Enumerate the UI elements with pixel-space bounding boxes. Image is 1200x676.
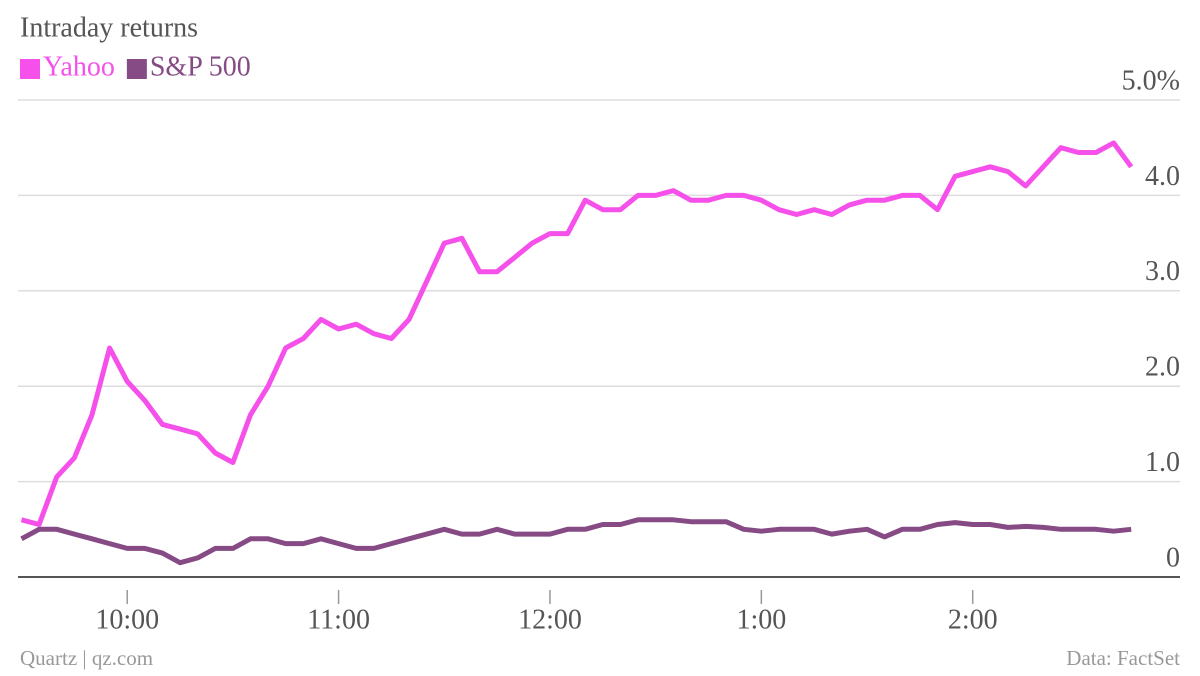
series-line (20, 517, 1132, 566)
x-tick-label: 11:00 (307, 604, 370, 635)
y-tick-label: 0 (1166, 542, 1180, 573)
source: Quartz | qz.com (20, 646, 153, 670)
series-line (20, 140, 1134, 527)
source: Data: FactSet (1066, 646, 1180, 670)
y-tick-label: 2.0 (1145, 352, 1180, 383)
x-tick-label: 10:00 (95, 604, 159, 635)
legend-label: S&P 500 (150, 51, 251, 82)
x-tick-label: 1:00 (736, 604, 786, 635)
y-tick-label: 3.0 (1145, 256, 1180, 287)
legend-swatch (126, 59, 147, 79)
legend-label: Yahoo (43, 51, 115, 82)
y-tick-label: 5.0% (1122, 65, 1180, 96)
x-tick-label: 12:00 (518, 604, 582, 635)
chart-title: Intraday returns (20, 12, 198, 43)
x-tick-label: 2:00 (948, 604, 998, 635)
legend-swatch (20, 59, 40, 79)
y-tick-label: 4.0 (1145, 161, 1180, 192)
y-tick-label: 1.0 (1145, 447, 1180, 478)
